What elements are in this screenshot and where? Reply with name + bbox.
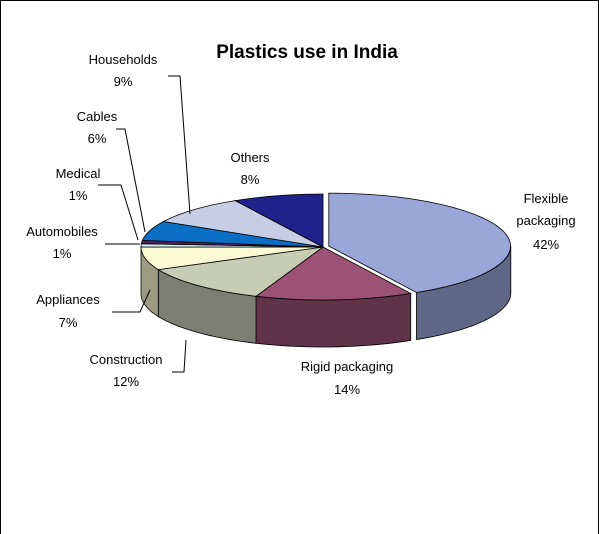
- pie-slice-households: [162, 200, 324, 248]
- label-others-value: 8%: [241, 172, 260, 187]
- chart-title: Plastics use in India: [216, 42, 398, 63]
- label-rigid-packaging-value: 14%: [334, 382, 360, 397]
- label-medical-value: 1%: [69, 188, 88, 203]
- leader-line-construction: [172, 339, 187, 373]
- pie-side-rigid-packaging: [255, 292, 412, 348]
- pie-slice-others: [234, 193, 324, 248]
- label-construction-value: 12%: [113, 374, 139, 389]
- label-appliances-value: 7%: [59, 315, 78, 330]
- label-construction-name: Construction: [90, 352, 163, 367]
- label-rigid-packaging-name: Rigid packaging: [301, 359, 394, 374]
- leader-line-households: [168, 75, 191, 215]
- leader-line-cables: [116, 128, 146, 233]
- label-automobiles-value: 1%: [53, 246, 72, 261]
- pie-slices: [140, 192, 512, 348]
- label-households-name: Households: [89, 52, 158, 67]
- label-cables-name: Cables: [77, 109, 118, 124]
- pie-slice-rigid-packaging: [254, 246, 412, 301]
- label-households-value: 9%: [114, 74, 133, 89]
- label-flexible-packaging-value: 42%: [533, 237, 559, 252]
- label-cables-value: 6%: [88, 131, 107, 146]
- pie-slice-construction: [157, 246, 324, 297]
- label-automobiles-name: Automobiles: [26, 224, 98, 239]
- label-flexible-packaging-name: Flexible packaging: [516, 191, 575, 228]
- label-medical-name: Medical: [56, 166, 101, 181]
- leader-line-medical: [98, 184, 139, 241]
- label-others-name: Others: [230, 150, 270, 165]
- pie-slice-flexible-packaging: [328, 192, 511, 293]
- label-appliances-name: Appliances: [36, 292, 100, 307]
- leader-line-appliances: [112, 289, 151, 313]
- leader-lines: [98, 75, 191, 373]
